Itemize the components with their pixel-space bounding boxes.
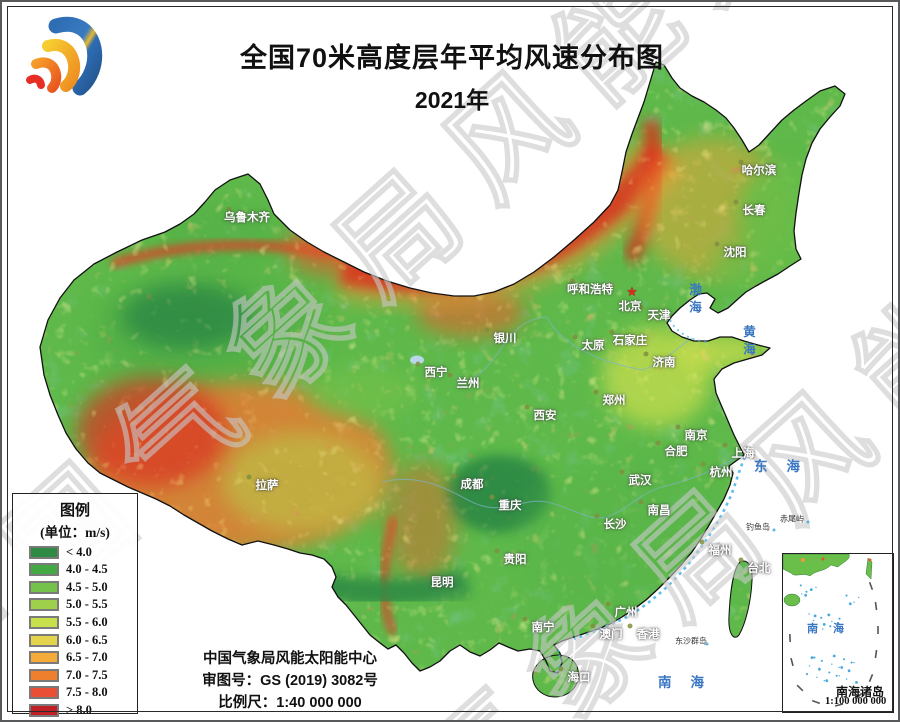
cma-wind-solar-logo-icon: [26, 16, 103, 96]
china-border-outline: [39, 61, 846, 698]
legend-item: < 4.0: [29, 544, 137, 559]
logo-blue-stroke: [48, 16, 103, 96]
legend-item: 4.0 - 4.5: [29, 562, 137, 577]
inset-island-dots: [799, 584, 860, 684]
legend-label: > 8.0: [66, 702, 92, 717]
legend-label: 4.5 - 5.0: [66, 579, 108, 594]
legend-swatch: [29, 686, 59, 700]
legend-swatch: [29, 598, 59, 612]
legend-title: 图例: [59, 503, 90, 519]
legend-box: 图例 (单位：m/s) < 4.0 4.0 - 4.5 4.5 - 5.0 5.0 -…: [12, 493, 138, 717]
inset-sea-label: 南海: [807, 623, 859, 635]
legend-item: 7.5 - 8.0: [29, 685, 137, 700]
map-year: 2021年: [414, 87, 490, 113]
legend-item: 5.5 - 6.0: [29, 614, 137, 629]
legend-item: 6.0 - 6.5: [29, 632, 137, 647]
legend-item: > 8.0: [29, 702, 137, 717]
legend-label: 4.0 - 4.5: [66, 562, 108, 577]
legend-swatch: [29, 651, 59, 665]
legend-swatch: [29, 668, 59, 682]
qinghai-lake: [410, 355, 424, 365]
legend-swatch: [29, 615, 59, 629]
inset-land: [783, 554, 873, 607]
legend-unit: (单位：m/s): [40, 525, 110, 540]
legend-label: 7.0 - 7.5: [66, 667, 108, 682]
legend-swatch: [29, 563, 59, 577]
legend-item: 5.0 - 5.5: [29, 597, 137, 612]
legend-item: 7.0 - 7.5: [29, 667, 137, 682]
coastal-shallows: [553, 319, 747, 677]
legend-label: 6.5 - 7.0: [66, 650, 108, 665]
logo-orange-stroke: [31, 57, 62, 93]
legend-label: 7.5 - 8.0: [66, 685, 108, 700]
legend-swatch: [29, 633, 59, 647]
legend-label: 6.0 - 6.5: [66, 632, 108, 647]
inset-map-graphic: [783, 554, 879, 707]
footer-agency: 中国气象局风能太阳能中心: [203, 651, 377, 667]
legend-swatch: [29, 703, 59, 717]
nine-dash-line: [789, 581, 879, 707]
legend-label: < 4.0: [66, 544, 92, 559]
footer-block: 中国气象局风能太阳能中心 审图号：GS (2019) 3082号 比例尺：1:4…: [165, 648, 415, 714]
legend-label: 5.0 - 5.5: [66, 597, 108, 612]
legend-items: < 4.0 4.0 - 4.5 4.5 - 5.0 5.0 - 5.5 5.5 - 6.…: [13, 544, 137, 717]
legend-item: 4.5 - 5.0: [29, 579, 137, 594]
china-landmass-raster: [40, 62, 845, 697]
rivers: [381, 316, 743, 519]
logo-yellow-stroke: [42, 39, 81, 92]
legend-swatch: [29, 580, 59, 594]
legend-item: 6.5 - 7.0: [29, 650, 137, 665]
inset-scale-label: 1:100 000 000: [825, 696, 887, 707]
title-block: 全国70米高度层年平均风速分布图 2021年: [240, 36, 664, 115]
map-title: 全国70米高度层年平均风速分布图: [239, 43, 665, 73]
footer-scale: 比例尺：1:40 000 000: [218, 695, 362, 711]
legend-swatch: [29, 545, 59, 559]
inset-name-label: 南海诸岛: [836, 685, 885, 699]
logo-red-stroke: [26, 74, 45, 89]
footer-approval-number: 审图号：GS (2019) 3082号: [202, 673, 378, 689]
south-china-sea-inset: 南海 南海诸岛 1:100 000 000: [782, 553, 894, 713]
legend-label: 5.5 - 6.0: [66, 614, 108, 629]
